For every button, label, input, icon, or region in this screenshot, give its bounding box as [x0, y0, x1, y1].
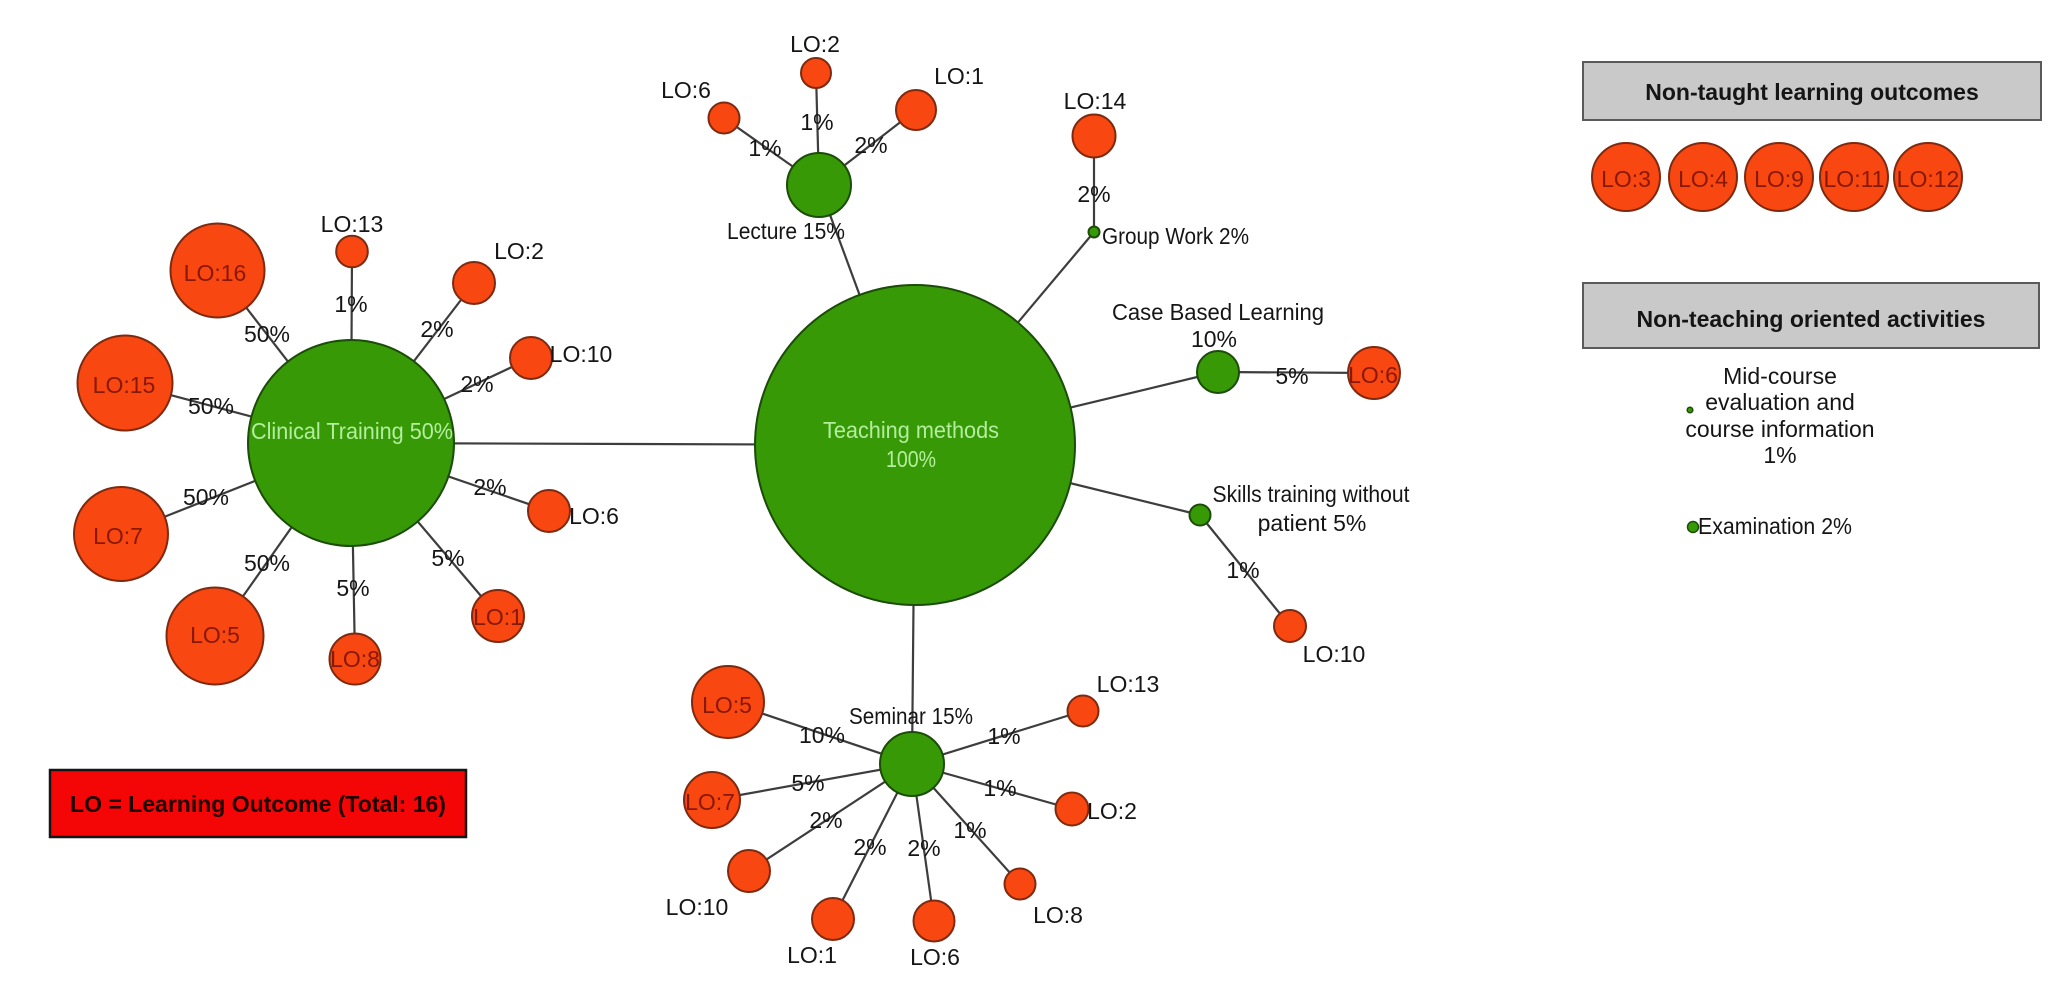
svg-text:Group Work 2%: Group Work 2% [1102, 223, 1249, 249]
svg-text:LO:14: LO:14 [1064, 88, 1127, 114]
svg-text:LO:10: LO:10 [1303, 641, 1366, 667]
svg-text:Examination 2%: Examination 2% [1698, 513, 1852, 539]
svg-text:2%: 2% [420, 316, 453, 342]
svg-text:1%: 1% [1763, 442, 1796, 468]
svg-text:LO:15: LO:15 [93, 372, 156, 398]
svg-text:LO:2: LO:2 [494, 238, 544, 264]
svg-text:LO:7: LO:7 [685, 789, 735, 815]
svg-text:LO:4: LO:4 [1678, 166, 1728, 192]
svg-text:LO:12: LO:12 [1897, 166, 1960, 192]
svg-text:LO:11: LO:11 [1824, 166, 1885, 192]
svg-text:5%: 5% [336, 575, 369, 601]
svg-text:LO:10: LO:10 [666, 894, 729, 920]
svg-text:LO:6: LO:6 [661, 77, 711, 103]
svg-text:LO = Learning Outcome (Total:: LO = Learning Outcome (Total: 16) [70, 791, 446, 817]
svg-text:1%: 1% [987, 723, 1020, 749]
svg-text:LO:5: LO:5 [190, 622, 240, 648]
svg-text:Non-taught learning outcomes: Non-taught learning outcomes [1645, 79, 1979, 105]
svg-text:1%: 1% [953, 817, 986, 843]
svg-text:50%: 50% [183, 484, 229, 510]
svg-text:LO:6: LO:6 [569, 503, 619, 529]
svg-text:LO:16: LO:16 [184, 260, 247, 286]
svg-text:2%: 2% [907, 835, 940, 861]
svg-text:5%: 5% [1275, 363, 1308, 389]
svg-text:100%: 100% [886, 446, 936, 472]
svg-text:LO:9: LO:9 [1754, 166, 1804, 192]
svg-text:LO:13: LO:13 [1097, 671, 1160, 697]
svg-text:LO:1: LO:1 [473, 604, 523, 630]
svg-text:10%: 10% [799, 722, 845, 748]
svg-text:2%: 2% [853, 834, 886, 860]
svg-text:1%: 1% [983, 775, 1016, 801]
svg-text:patient 5%: patient 5% [1258, 510, 1367, 536]
svg-text:50%: 50% [244, 550, 290, 576]
svg-text:50%: 50% [188, 393, 234, 419]
svg-text:2%: 2% [1077, 181, 1110, 207]
svg-text:1%: 1% [748, 135, 781, 161]
svg-text:Non-teaching oriented activiti: Non-teaching oriented activities [1637, 306, 1986, 332]
svg-text:5%: 5% [431, 545, 464, 571]
svg-text:evaluation and: evaluation and [1705, 389, 1855, 415]
svg-text:2%: 2% [460, 371, 493, 397]
svg-text:10%: 10% [1191, 326, 1237, 352]
svg-text:course information: course information [1685, 416, 1874, 442]
svg-text:LO:5: LO:5 [702, 692, 752, 718]
svg-text:Clinical Training 50%: Clinical Training 50% [251, 418, 453, 444]
svg-text:50%: 50% [244, 321, 290, 347]
svg-text:1%: 1% [1226, 557, 1259, 583]
svg-text:Teaching methods: Teaching methods [823, 417, 999, 443]
svg-text:1%: 1% [334, 291, 367, 317]
svg-text:LO:10: LO:10 [550, 341, 613, 367]
svg-text:Seminar 15%: Seminar 15% [849, 703, 973, 729]
svg-text:LO:2: LO:2 [1087, 798, 1137, 824]
svg-text:Mid-course: Mid-course [1723, 363, 1837, 389]
svg-text:Skills training without: Skills training without [1213, 481, 1411, 507]
svg-text:2%: 2% [809, 807, 842, 833]
svg-text:LO:8: LO:8 [1033, 902, 1083, 928]
svg-text:LO:7: LO:7 [93, 523, 143, 549]
svg-text:LO:2: LO:2 [790, 31, 840, 57]
svg-text:2%: 2% [854, 132, 887, 158]
svg-text:Case Based Learning: Case Based Learning [1112, 299, 1324, 325]
svg-text:LO:8: LO:8 [330, 646, 380, 672]
svg-text:2%: 2% [473, 474, 506, 500]
svg-text:LO:1: LO:1 [934, 63, 984, 89]
svg-text:LO:6: LO:6 [1348, 362, 1398, 388]
svg-text:LO:3: LO:3 [1601, 166, 1651, 192]
svg-text:LO:13: LO:13 [321, 211, 384, 237]
svg-text:1%: 1% [800, 109, 833, 135]
svg-text:LO:1: LO:1 [787, 942, 837, 968]
svg-text:Lecture 15%: Lecture 15% [727, 218, 845, 244]
svg-text:5%: 5% [791, 770, 824, 796]
svg-text:LO:6: LO:6 [910, 944, 960, 970]
